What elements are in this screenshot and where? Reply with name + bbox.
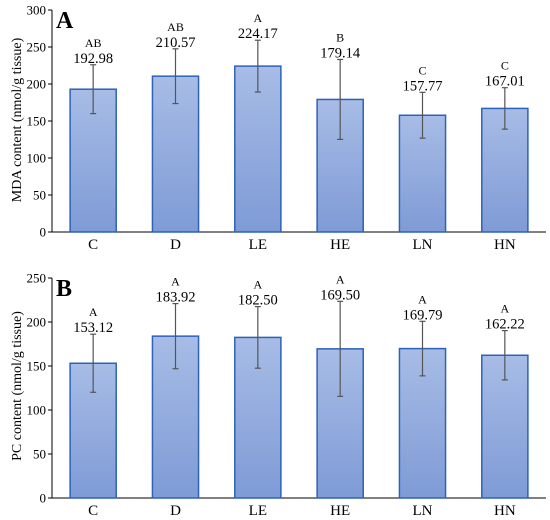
panel-b-y-tick-label: 0 xyxy=(40,491,47,506)
panel-a-value-label: 224.17 xyxy=(238,26,278,42)
panel-b-x-tick-label: LE xyxy=(249,503,267,519)
panel-a-value-label: 192.98 xyxy=(73,51,113,67)
panel-b-x-tick-label: D xyxy=(170,503,181,519)
panel-b-significance-label: A xyxy=(171,275,180,289)
panel-a-y-tick-label: 250 xyxy=(27,40,47,55)
panel-a-significance-label: A xyxy=(253,11,262,25)
panel-a-x-tick-label: HN xyxy=(494,237,516,253)
panel-a-y-axis-label: MDA content (nmol/g tissue) xyxy=(10,37,25,202)
panel-a-y-tick-label: 300 xyxy=(27,3,47,18)
panel-a-chart: A MDA content (nmol/g tissue) 0 50 100 150 2… xyxy=(10,3,546,253)
panel-b-significance-label: A xyxy=(500,302,509,316)
panel-b-value-label: 162.22 xyxy=(485,317,525,333)
panel-b-significance-label: A xyxy=(89,305,98,319)
panel-b-y-tick-label: 100 xyxy=(27,403,47,418)
panel-b-value-label: 153.12 xyxy=(73,320,113,336)
panel-a-bar-le xyxy=(234,65,282,233)
panel-a-significance-label: AB xyxy=(167,20,184,34)
panel-a-x-tick-label: HE xyxy=(330,237,350,253)
panel-b-y-axis-label: PC content (nmol/g tissue) xyxy=(10,311,25,461)
panel-a-x-tick-label: C xyxy=(88,237,98,253)
panel-a-significance-label: C xyxy=(418,63,426,77)
panel-b-x-tick-label: C xyxy=(88,503,98,519)
panel-b-y-tick-label: 200 xyxy=(27,315,47,330)
panel-b-label: B xyxy=(56,276,72,302)
panel-b-x-tick-label: HN xyxy=(494,503,516,519)
panel-b-significance-label: A xyxy=(418,292,427,306)
panel-b-significance-label: A xyxy=(336,272,345,286)
panel-a-y-tick-label: 100 xyxy=(27,151,47,166)
panel-a-significance-label: C xyxy=(501,59,509,73)
panel-b-y-tick-label: 50 xyxy=(33,447,46,462)
panel-b-x-tick-label: HE xyxy=(330,503,350,519)
panel-a-y-tick-label: 50 xyxy=(33,188,46,203)
panel-b-value-label: 169.50 xyxy=(320,287,360,303)
panel-a-x-tick-label: LE xyxy=(249,237,267,253)
panel-b-value-label: 183.92 xyxy=(156,290,196,306)
panel-a-value-label: 179.14 xyxy=(320,45,361,61)
panel-a-significance-label: B xyxy=(336,30,344,44)
panel-a-x-tick-label: D xyxy=(170,237,181,253)
panel-b-y-tick-label: 150 xyxy=(27,359,47,374)
panel-a-significance-label: AB xyxy=(85,36,102,50)
panel-a-value-label: 210.57 xyxy=(156,35,196,51)
panel-a-y-tick-label: 0 xyxy=(40,225,47,240)
panel-b-value-label: 182.50 xyxy=(238,293,278,309)
panel-a-x-tick-label: LN xyxy=(413,237,433,253)
panel-b-x-tick-label: LN xyxy=(413,503,433,519)
panel-a-value-label: 157.77 xyxy=(403,78,443,94)
panel-b-y-tick-label: 250 xyxy=(27,271,47,286)
panel-a-y-tick-label: 150 xyxy=(27,114,47,129)
panel-b-value-label: 169.79 xyxy=(403,307,443,323)
panel-a-label: A xyxy=(56,8,74,34)
panel-b-significance-label: A xyxy=(253,278,262,292)
panel-b-chart: B PC content (nmol/g tissue) 0 50 100 150 20… xyxy=(10,271,546,519)
panel-a-y-tick-label: 200 xyxy=(27,77,47,92)
panel-a-value-label: 167.01 xyxy=(485,74,525,90)
